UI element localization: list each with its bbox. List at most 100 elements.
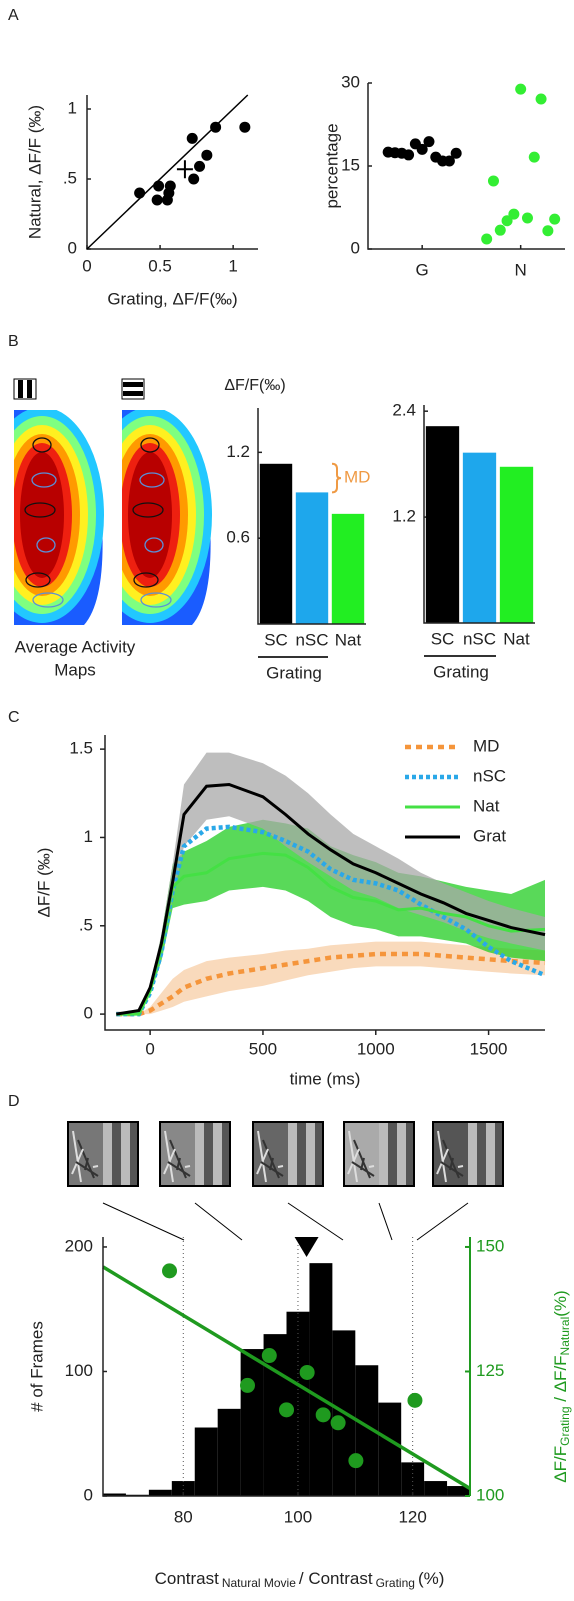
- point: [508, 208, 520, 220]
- point: [521, 212, 533, 224]
- point: [494, 224, 506, 236]
- x-label-part: (%): [418, 1569, 444, 1588]
- point: [515, 83, 527, 95]
- point: [487, 175, 499, 187]
- bar: [194, 1427, 218, 1496]
- x-tick-label: SC: [431, 629, 455, 648]
- bar: [425, 426, 460, 623]
- thumb-texture: [436, 1148, 449, 1175]
- y-axis-label: ΔF/F(‰): [224, 377, 285, 394]
- x-axis-label: time (ms): [290, 1069, 361, 1088]
- thumb-border: [252, 1121, 324, 1187]
- thumb-stripe: [297, 1122, 306, 1186]
- line: [116, 824, 546, 1017]
- y-tick-label: 1.2: [226, 442, 250, 461]
- thumb-stripe: [388, 1122, 397, 1186]
- x-tick-label: nSC: [295, 630, 328, 649]
- bar: [331, 513, 365, 624]
- point: [188, 173, 200, 185]
- axis: [104, 735, 545, 1031]
- map-contour: [140, 437, 160, 453]
- y2-tick-label: 100: [476, 1485, 504, 1504]
- y-tick-label: 15: [341, 155, 360, 174]
- connector: [287, 1202, 344, 1241]
- grating-icon-horizontal: [121, 378, 145, 400]
- thumb-texture: [72, 1130, 82, 1183]
- point: [481, 233, 493, 245]
- panel-label: C: [8, 709, 20, 726]
- thumb-texture: [351, 1161, 375, 1177]
- point: [403, 149, 415, 161]
- map-contour: [144, 537, 164, 553]
- point: [134, 187, 146, 199]
- thumb-stripe: [315, 1122, 324, 1186]
- x-label-part: Natural Movie: [222, 1576, 296, 1590]
- point: [194, 160, 206, 172]
- thumb-border: [343, 1121, 415, 1187]
- y-tick-label: 1: [84, 827, 93, 846]
- band: [116, 941, 546, 1015]
- line: [116, 951, 546, 1017]
- thumb-texture: [92, 1165, 99, 1168]
- connector: [416, 1202, 469, 1241]
- md-brace: [331, 462, 342, 494]
- y-tick-label: 30: [341, 72, 360, 91]
- thumbnail: [343, 1121, 415, 1187]
- map-caption: Maps: [54, 660, 96, 679]
- y2-label-part: / ΔF/F: [551, 1355, 570, 1406]
- thumb-texture: [437, 1130, 447, 1183]
- fit-line: [102, 1265, 471, 1491]
- legend-label: Nat: [473, 796, 500, 815]
- legend-label: MD: [473, 736, 499, 755]
- point: [315, 1407, 331, 1423]
- point: [261, 1348, 277, 1364]
- bar: [103, 1493, 126, 1496]
- thumb-stripe: [213, 1122, 222, 1186]
- thumb-border: [159, 1121, 231, 1187]
- point: [407, 1392, 423, 1408]
- x-tick-label: G: [416, 260, 429, 279]
- thumb-stripe: [379, 1122, 388, 1186]
- map-contour: [133, 572, 159, 588]
- thumb-texture: [277, 1165, 284, 1168]
- point: [279, 1402, 294, 1418]
- annotation: MD: [344, 468, 370, 487]
- thumbnail: [159, 1121, 231, 1187]
- thumb-stripe: [288, 1122, 297, 1186]
- map-contour: [139, 472, 165, 488]
- point: [501, 215, 513, 227]
- point: [240, 1377, 256, 1393]
- line: [116, 782, 546, 1016]
- bar: [378, 1402, 402, 1496]
- median-marker: [294, 1237, 319, 1257]
- point: [450, 147, 462, 159]
- thumb-texture: [167, 1161, 191, 1177]
- y-tick-label: 2.4: [392, 401, 416, 420]
- bar: [462, 452, 497, 623]
- x-tick-label: 80: [174, 1507, 193, 1526]
- bar: [148, 1489, 172, 1496]
- y2-tick-label: 125: [476, 1361, 504, 1380]
- thumb-stripe: [112, 1122, 121, 1186]
- connector: [194, 1202, 243, 1241]
- thumb-texture: [71, 1148, 84, 1175]
- y-axis-label: # of Frames: [27, 1321, 46, 1412]
- y-tick-label: 0: [68, 238, 77, 257]
- activity-map: [122, 410, 212, 625]
- axis: [423, 405, 535, 624]
- axis: [367, 83, 565, 250]
- point: [330, 1415, 346, 1431]
- x-tick-label: 1500: [470, 1039, 508, 1058]
- thumb-texture: [368, 1165, 375, 1168]
- map-contour: [31, 472, 57, 488]
- map-contour: [36, 537, 56, 553]
- thumb-stripe: [406, 1122, 415, 1186]
- y-tick-label: 200: [65, 1236, 93, 1255]
- thumb-stripe: [397, 1122, 406, 1186]
- point: [162, 1263, 178, 1279]
- bar: [499, 466, 534, 623]
- y-tick-label: .5: [79, 915, 93, 934]
- bar: [424, 1481, 448, 1496]
- thumb-stripe: [130, 1122, 139, 1186]
